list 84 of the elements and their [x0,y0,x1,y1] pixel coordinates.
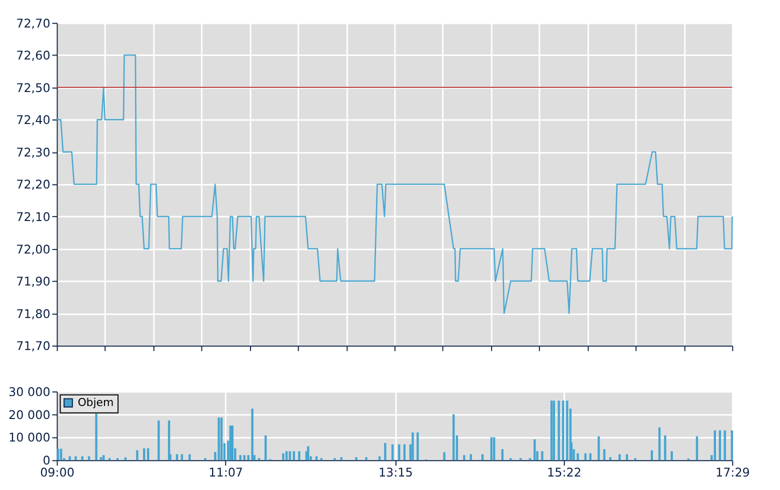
bar [298,451,300,460]
y-tick-label: 71,80 [16,306,50,321]
bar [470,454,472,460]
bar [365,457,368,460]
bar [714,430,716,460]
line-series [56,54,733,314]
x-tick-label: 09:00 [40,466,74,480]
bar [229,426,232,460]
y-tick-label: 0 [42,454,50,468]
y-tick-label: 72,10 [16,210,50,224]
bar [231,426,234,460]
y-tick-label: 72,30 [16,145,50,160]
bar [481,454,484,460]
bar [282,453,284,460]
bar [239,455,242,460]
bar [176,454,178,460]
y-tick-label: 20 000 [8,408,50,422]
x-tick-label: 13:15 [378,466,413,480]
bar [307,446,310,460]
bar [558,400,560,460]
bar [603,449,606,460]
bar [626,454,628,460]
bar [288,451,291,460]
y-tick-label: 71,70 [16,339,50,354]
bar [609,457,612,460]
bar [416,432,419,460]
bar [566,400,568,460]
bar [180,454,184,460]
bar [355,457,358,460]
bar [463,455,466,460]
bar [730,430,734,460]
bar [501,449,504,460]
y-tick-label: 30 000 [8,384,50,399]
bar [452,414,455,460]
bar [618,454,621,460]
bar [490,437,493,460]
bar [576,453,579,460]
bar [95,414,98,460]
bar [493,437,496,460]
y-tick-label: 72,70 [16,16,50,30]
bar [340,457,342,460]
bar [251,408,254,460]
y-tick-label: 72,20 [16,178,50,192]
bar [100,457,102,460]
bar [68,456,71,460]
bar [220,418,223,460]
x-tick-label: 15:22 [547,466,582,480]
bar [696,436,698,460]
x-tick-label: 11:07 [208,466,244,480]
bar [158,420,160,460]
bar [81,456,84,460]
y-tick-label: 72,00 [16,242,50,256]
bar [218,418,220,460]
bar [285,451,288,460]
bar [188,454,191,460]
bar [384,442,386,460]
y-tick-label: 72,60 [16,48,50,63]
bar [541,451,544,460]
bar [724,430,726,460]
bar [550,400,553,460]
bar [562,400,564,460]
bar [534,439,536,460]
bar [74,456,77,460]
bar [60,448,62,460]
x-tick-label: 17:29 [715,466,750,480]
bar [658,427,661,460]
bar [718,430,722,460]
bar [57,448,60,460]
bar [664,435,666,460]
bar [598,436,600,460]
bar [292,451,295,460]
bar [264,435,267,460]
bar [443,452,446,460]
y-tick-label: 72,40 [16,113,50,128]
bar [412,432,414,460]
y-tick-label: 72,50 [16,80,50,95]
bar [552,400,556,460]
bar [102,455,105,460]
bar [243,455,246,460]
bar [670,451,673,460]
y-tick-label: 10 000 [8,430,50,445]
legend-label: Objem [78,396,114,409]
bar [136,450,138,460]
y-tick-label: 71,90 [16,274,50,289]
